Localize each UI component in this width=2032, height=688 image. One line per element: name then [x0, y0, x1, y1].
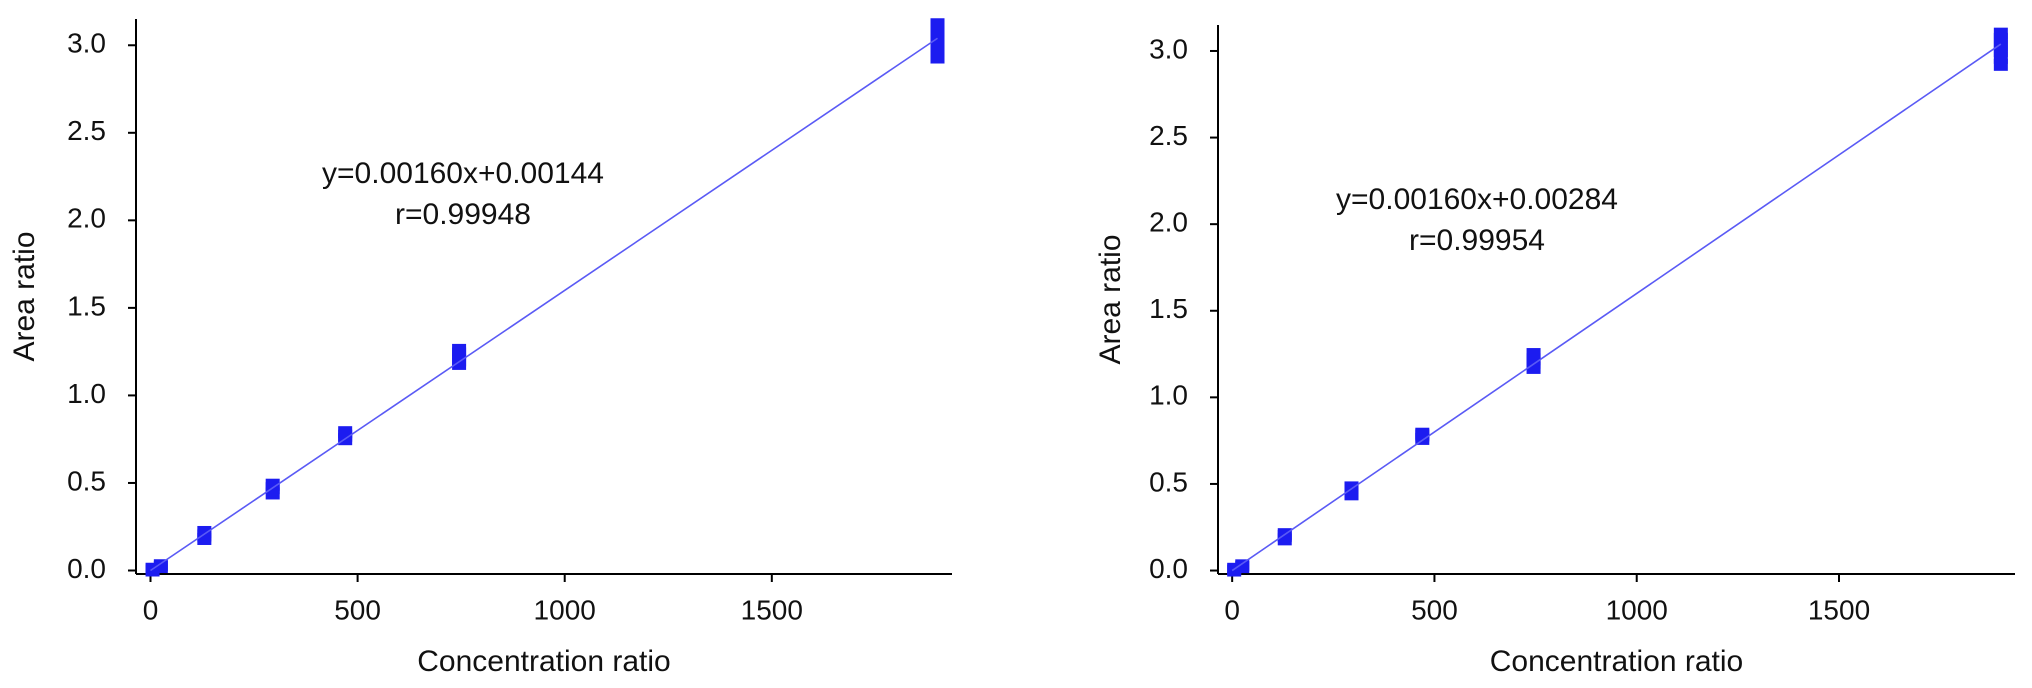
y-tick-label: 0.0: [1149, 553, 1188, 584]
data-point: [452, 343, 467, 356]
chart: 0.0 0.5 1.0 1.5 2.0 2.5 3.0 0 500 1000 1500 Concent…: [1094, 25, 2015, 678]
chart: 0.0 0.5 1.0 1.5 2.0 2.5 3.0 0 500 1000 1500 Concent…: [8, 18, 952, 678]
x-axis-label: Concentration ratio: [1490, 645, 1743, 678]
y-axis-label: Area ratio: [8, 231, 41, 361]
x-tick-label: 1000: [534, 594, 596, 625]
y-tick-label: 0.0: [67, 553, 106, 584]
annotation: y=0.00160x+0.00144: [322, 157, 604, 190]
data-point: [265, 478, 280, 491]
data-point: [1993, 27, 2008, 40]
x-tick-label: 0: [1224, 594, 1240, 625]
y-tick-label: 2.5: [1149, 120, 1188, 151]
data-point: [1415, 427, 1430, 440]
x-tick-label: 1500: [1808, 594, 1870, 625]
y-tick-label: 0.5: [1149, 466, 1188, 497]
fit-line: [150, 37, 938, 572]
y-tick-label: 1.5: [67, 290, 106, 321]
data-point: [197, 525, 212, 538]
y-tick-label: 1.0: [67, 378, 106, 409]
y-tick-label: 3.0: [67, 28, 106, 59]
data-point: [338, 426, 353, 439]
y-tick-label: 3.0: [1149, 33, 1188, 64]
fit-line: [1231, 43, 2002, 572]
data-point: [153, 560, 168, 573]
annotation: r=0.99948: [395, 198, 531, 231]
y-axis-label: Area ratio: [1094, 234, 1127, 364]
annotation: r=0.99954: [1409, 224, 1545, 257]
y-tick-label: 2.5: [67, 115, 106, 146]
data-point: [1526, 348, 1541, 361]
x-tick-label: 1500: [741, 594, 803, 625]
data-point: [930, 18, 945, 31]
y-tick-label: 2.0: [67, 203, 106, 234]
annotation: y=0.00160x+0.00284: [1336, 183, 1618, 216]
y-tick-label: 1.0: [1149, 380, 1188, 411]
x-tick-label: 0: [143, 594, 159, 625]
x-tick-label: 1000: [1606, 594, 1668, 625]
y-tick-label: 2.0: [1149, 207, 1188, 238]
x-tick-label: 500: [1411, 594, 1458, 625]
x-axis-label: Concentration ratio: [417, 645, 670, 678]
y-tick-label: 1.5: [1149, 293, 1188, 324]
y-tick-label: 0.5: [67, 465, 106, 496]
x-tick-label: 500: [334, 594, 381, 625]
data-point: [1235, 561, 1250, 574]
